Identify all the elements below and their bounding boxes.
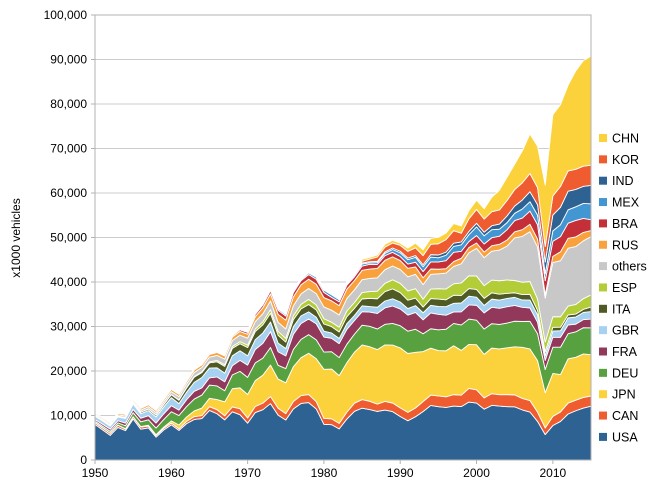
x-tick-label-1970: 1970 bbox=[234, 466, 261, 480]
legend-item-others: others bbox=[599, 260, 647, 274]
legend-swatch-USA bbox=[599, 432, 607, 441]
legend-item-CAN: CAN bbox=[599, 409, 638, 423]
legend-label-BRA: BRA bbox=[612, 217, 638, 231]
legend-label-RUS: RUS bbox=[612, 238, 638, 252]
series-areas bbox=[94, 55, 592, 461]
y-tick-label-80000: 80,000 bbox=[50, 97, 87, 111]
y-tick-label-100000: 100,000 bbox=[44, 8, 88, 22]
y-tick-label-60000: 60,000 bbox=[50, 186, 87, 200]
legend-swatch-KOR bbox=[599, 155, 607, 164]
legend-swatch-ESP bbox=[599, 283, 607, 292]
legend-label-ITA: ITA bbox=[612, 302, 631, 316]
legend-label-GBR: GBR bbox=[612, 324, 639, 338]
legend-item-JPN: JPN bbox=[599, 388, 636, 402]
legend-label-ESP: ESP bbox=[612, 281, 637, 295]
x-tick-label-1990: 1990 bbox=[387, 466, 414, 480]
x-tick-label-1980: 1980 bbox=[311, 466, 338, 480]
y-axis-title: x1000 vehicles bbox=[9, 198, 23, 277]
legend-item-USA: USA bbox=[599, 430, 638, 444]
legend-label-JPN: JPN bbox=[612, 388, 636, 402]
x-tick-label-2000: 2000 bbox=[463, 466, 490, 480]
legend-swatch-MEX bbox=[599, 198, 607, 207]
legend-item-FRA: FRA bbox=[599, 345, 638, 359]
legend-swatch-FRA bbox=[599, 347, 607, 356]
y-tick-label-20000: 20,000 bbox=[50, 364, 87, 378]
legend-swatch-ITA bbox=[599, 304, 607, 313]
plot-border bbox=[94, 14, 592, 461]
legend-item-GBR: GBR bbox=[599, 324, 639, 338]
legend-swatch-BRA bbox=[599, 219, 607, 228]
legend-item-CHN: CHN bbox=[599, 132, 639, 146]
x-tick-label-1960: 1960 bbox=[158, 466, 185, 480]
legend-swatch-GBR bbox=[599, 326, 607, 335]
legend-label-USA: USA bbox=[612, 430, 638, 444]
y-axis: 0 10,000 20,000 30,000 40,000 50,000 60,000 70,… bbox=[44, 8, 95, 467]
legend-label-others: others bbox=[612, 260, 647, 274]
legend-item-KOR: KOR bbox=[599, 153, 639, 167]
legend-label-CAN: CAN bbox=[612, 409, 638, 423]
legend-label-FRA: FRA bbox=[612, 345, 638, 359]
legend-swatch-CAN bbox=[599, 411, 607, 420]
legend-item-MEX: MEX bbox=[599, 196, 640, 210]
x-axis: 1950 1960 1970 1980 1990 2000 2010 bbox=[82, 460, 567, 480]
legend-item-BRA: BRA bbox=[599, 217, 638, 231]
legend-item-RUS: RUS bbox=[599, 238, 638, 252]
legend: CHN KOR IND MEX BRA RUS others ESP ITA GBR FRA DEU J… bbox=[599, 132, 647, 444]
y-tick-label-70000: 70,000 bbox=[50, 142, 87, 156]
legend-label-CHN: CHN bbox=[612, 132, 639, 146]
legend-swatch-DEU bbox=[599, 368, 607, 377]
legend-item-ESP: ESP bbox=[599, 281, 637, 295]
legend-item-IND: IND bbox=[599, 174, 634, 188]
x-tick-label-2010: 2010 bbox=[539, 466, 566, 480]
legend-swatch-others bbox=[599, 262, 607, 271]
legend-label-MEX: MEX bbox=[612, 196, 640, 210]
y-tick-label-10000: 10,000 bbox=[50, 409, 87, 423]
x-tick-label-1950: 1950 bbox=[82, 466, 109, 480]
y-tick-label-40000: 40,000 bbox=[50, 275, 87, 289]
legend-label-IND: IND bbox=[612, 174, 634, 188]
legend-label-KOR: KOR bbox=[612, 153, 639, 167]
legend-swatch-JPN bbox=[599, 390, 607, 399]
y-tick-label-30000: 30,000 bbox=[50, 320, 87, 334]
legend-item-DEU: DEU bbox=[599, 366, 638, 380]
legend-swatch-IND bbox=[599, 176, 607, 185]
legend-item-ITA: ITA bbox=[599, 302, 631, 316]
legend-swatch-CHN bbox=[599, 134, 607, 142]
legend-swatch-RUS bbox=[599, 240, 607, 249]
legend-label-DEU: DEU bbox=[612, 366, 638, 380]
y-tick-label-0: 0 bbox=[80, 453, 87, 467]
y-tick-label-50000: 50,000 bbox=[50, 231, 87, 245]
y-tick-label-90000: 90,000 bbox=[50, 53, 87, 67]
